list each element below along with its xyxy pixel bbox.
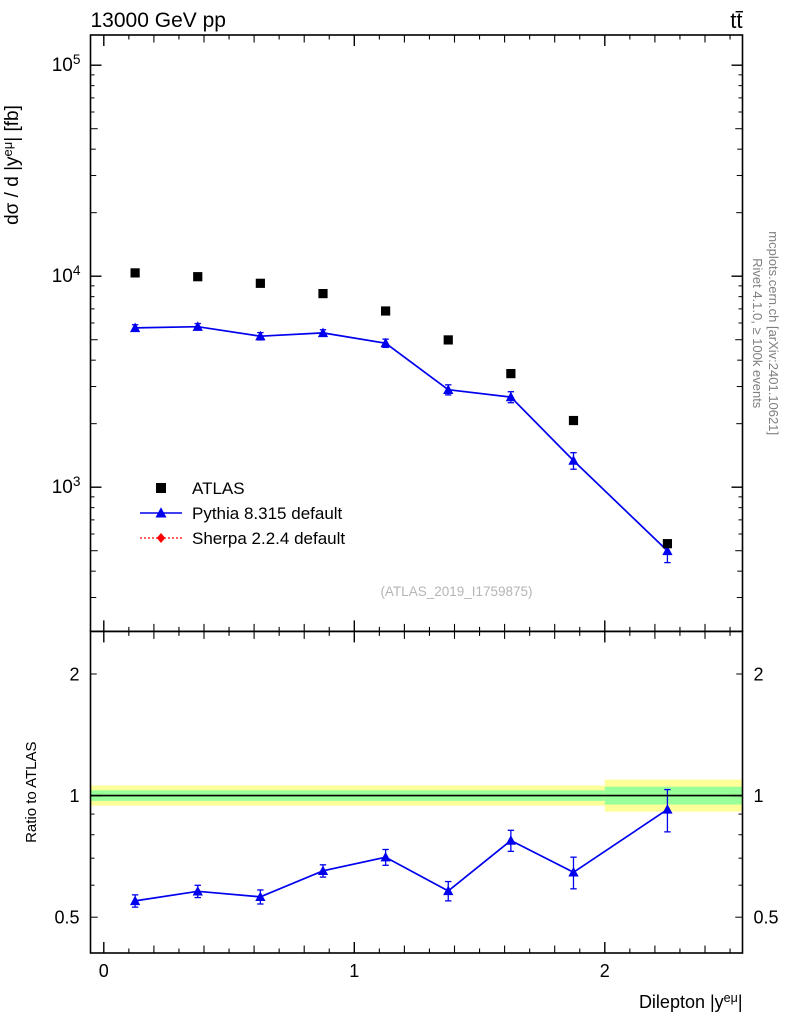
svg-text:13000 GeV pp: 13000 GeV pp (91, 9, 226, 32)
svg-text:Sherpa 2.2.4 default: Sherpa 2.2.4 default (192, 529, 345, 548)
svg-text:2: 2 (600, 961, 610, 981)
svg-text:1: 1 (69, 786, 79, 806)
svg-text:(ATLAS_2019_I1759875): (ATLAS_2019_I1759875) (380, 584, 532, 599)
svg-text:Rivet 4.1.0, ≥ 100k events: Rivet 4.1.0, ≥ 100k events (750, 258, 765, 409)
svg-text:1: 1 (349, 961, 359, 981)
svg-text:Ratio to ATLAS: Ratio to ATLAS (23, 741, 40, 842)
svg-text:2: 2 (69, 665, 79, 685)
svg-text:mcplots.cern.ch [arXiv:2401.10: mcplots.cern.ch [arXiv:2401.10621] (766, 231, 781, 435)
svg-text:0.5: 0.5 (754, 908, 779, 928)
svg-text:2: 2 (754, 665, 764, 685)
svg-text:dσ / d |yeμ| [fb]: dσ / d |yeμ| [fb] (0, 105, 23, 225)
svg-text:0: 0 (99, 961, 109, 981)
svg-text:0.5: 0.5 (54, 908, 79, 928)
svg-text:ATLAS: ATLAS (192, 479, 245, 498)
svg-text:Pythia 8.315 default: Pythia 8.315 default (192, 504, 343, 523)
svg-text:1: 1 (754, 786, 764, 806)
